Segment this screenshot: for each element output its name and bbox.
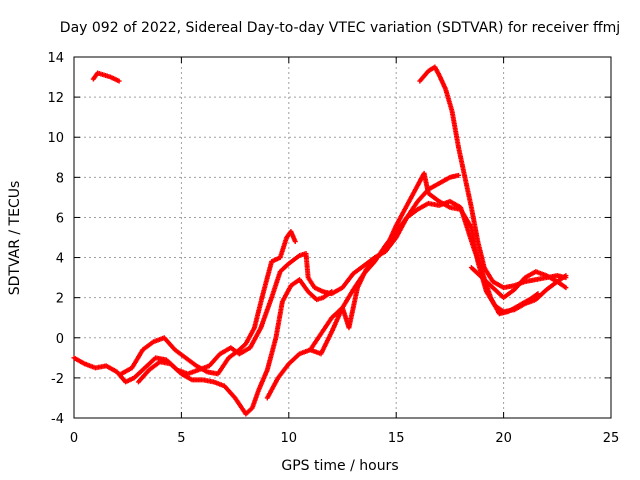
y-tick-label: 14	[47, 51, 64, 66]
y-tick-label: 0	[56, 332, 64, 347]
series-track-d	[135, 277, 335, 417]
y-tick-label: 6	[56, 211, 64, 226]
x-tick-label: 5	[177, 431, 185, 446]
y-tick-label: 12	[47, 91, 64, 106]
y-tick-label: 4	[56, 252, 64, 267]
series-track-a	[90, 70, 122, 84]
data-series	[71, 64, 569, 417]
y-tick-label: 10	[47, 131, 64, 146]
y-tick-label: -2	[51, 372, 64, 387]
y-axis-label: SDTVAR / TECUs	[7, 181, 23, 296]
series-track-e	[264, 172, 461, 401]
x-tick-label: 20	[495, 431, 512, 446]
data-point	[329, 289, 335, 295]
x-tick-label: 10	[281, 431, 298, 446]
series-track-c	[118, 228, 298, 377]
data-point	[292, 239, 298, 245]
data-point	[116, 78, 122, 84]
x-tick-label: 25	[603, 431, 620, 446]
y-tick-label: -4	[51, 412, 64, 427]
x-tick-label: 0	[70, 431, 78, 446]
plot-frame	[73, 56, 612, 419]
y-tick-label: 2	[56, 292, 64, 307]
x-axis-label: GPS time / hours	[281, 458, 398, 474]
axis-ticks: 0 5 10 15 20 25 -4 -2 0 2 4 6 8 10 12 14	[47, 51, 619, 446]
y-tick-label: 8	[56, 171, 64, 186]
data-point	[563, 275, 569, 281]
chart-title: Day 092 of 2022, Sidereal Day-to-day VTE…	[60, 20, 620, 36]
x-tick-label: 15	[388, 431, 405, 446]
series-track-h	[468, 265, 569, 301]
data-point	[455, 172, 461, 178]
data-point	[563, 285, 569, 291]
series-track-b	[71, 198, 541, 385]
series-track-f	[307, 170, 569, 353]
